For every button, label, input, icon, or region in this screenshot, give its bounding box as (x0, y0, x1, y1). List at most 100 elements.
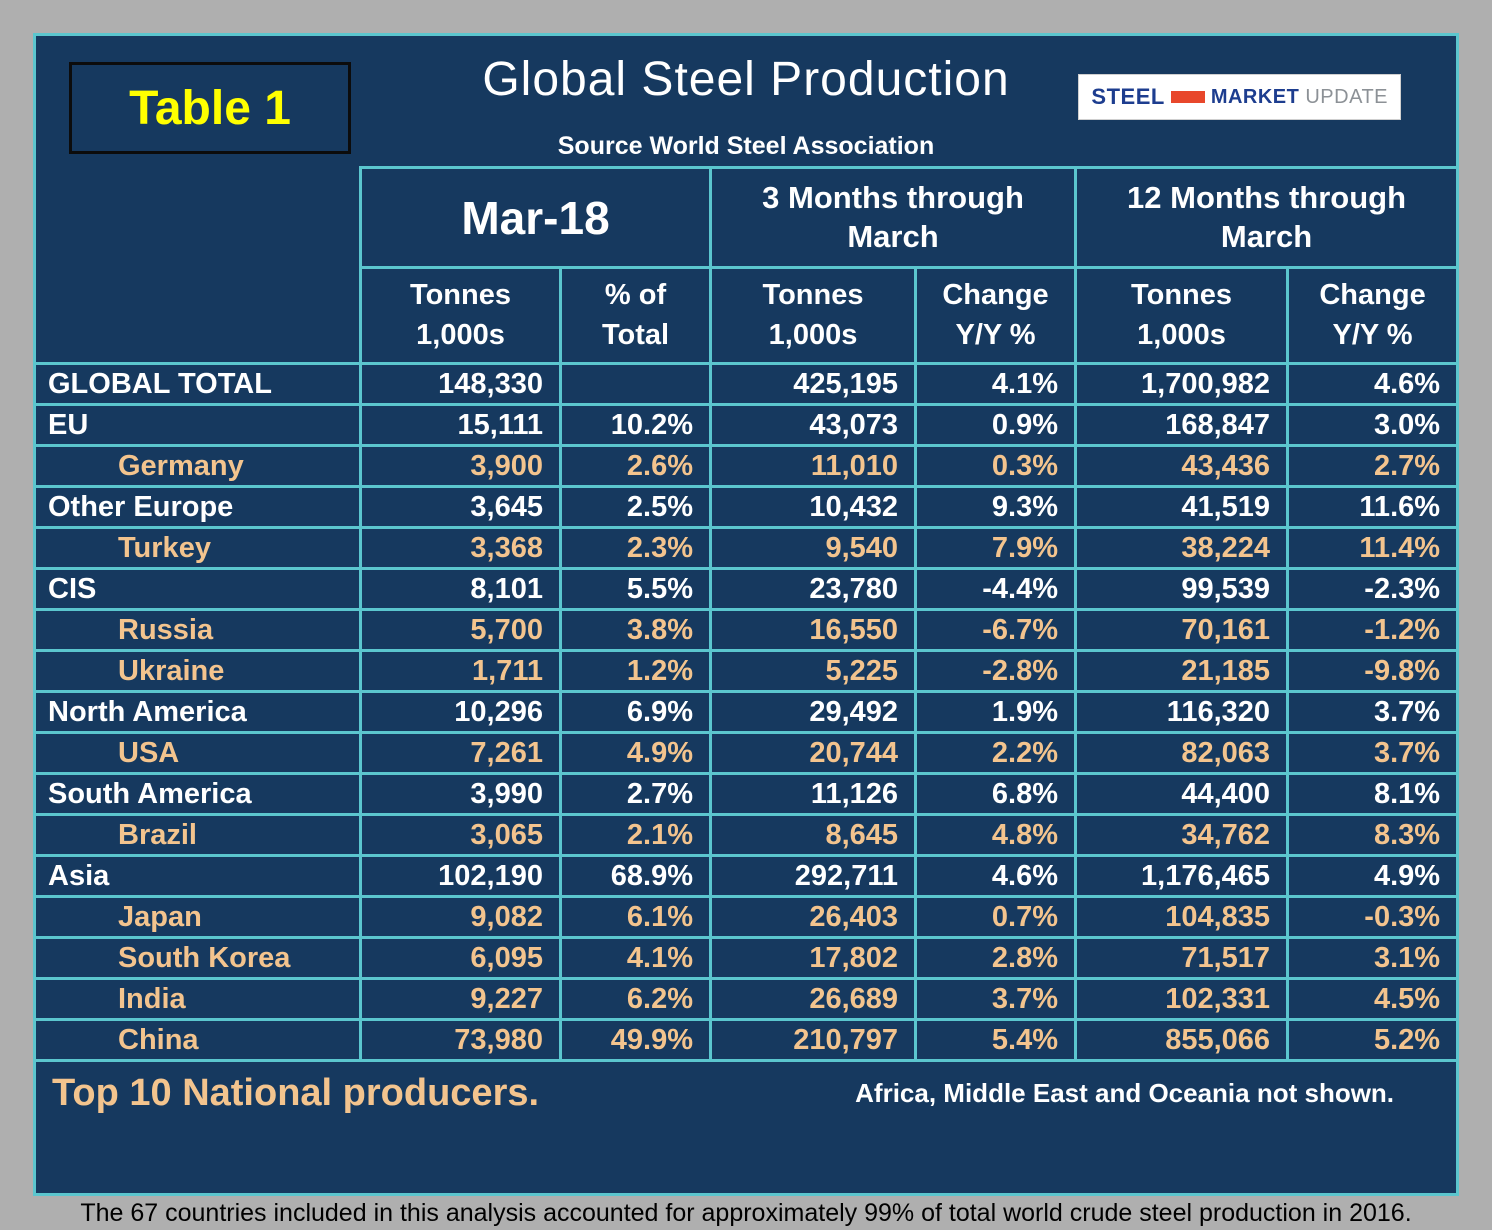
row-cell-change-12m: 11.4% (1286, 526, 1456, 567)
row-cell-tonnes-3m: 17,802 (709, 936, 915, 977)
row-cell-change-3m: 0.7% (914, 895, 1075, 936)
row-cell-pct-total: 6.1% (559, 895, 710, 936)
row-cell-tonnes-3m: 5,225 (709, 649, 915, 690)
row-cell-change-3m: 0.9% (914, 403, 1075, 444)
col-header-tonnes-3m: Tonnes 1,000s (709, 266, 915, 362)
footer-note-left: Top 10 National producers. (52, 1072, 540, 1114)
row-cell-change-12m: 3.7% (1286, 731, 1456, 772)
row-cell-change-12m: 2.7% (1286, 444, 1456, 485)
header-spacer (36, 166, 359, 266)
row-cell-change-3m: 2.2% (914, 731, 1075, 772)
row-cell-pct-total: 2.3% (559, 526, 710, 567)
row-cell-change-3m: 5.4% (914, 1018, 1075, 1059)
table-row: Brazil 3,065 2.1% 8,645 4.8% 34,762 8.3% (36, 813, 1456, 854)
row-cell-tonnes-3m: 11,010 (709, 444, 915, 485)
table-footer-row: Top 10 National producers. Africa, Middl… (36, 1059, 1456, 1125)
row-label: Germany (36, 444, 359, 485)
bottom-caption: The 67 countries included in this analys… (80, 1199, 1412, 1227)
row-cell-pct-total: 68.9% (559, 854, 710, 895)
row-cell-tonnes-3m: 8,645 (709, 813, 915, 854)
row-cell-tonnes-12m: 38,224 (1074, 526, 1287, 567)
row-cell-change-12m: -0.3% (1286, 895, 1456, 936)
row-cell-change-12m: 8.3% (1286, 813, 1456, 854)
row-cell-tonnes-12m: 43,436 (1074, 444, 1287, 485)
logo-orange-bar-icon (1170, 91, 1205, 103)
row-cell-tonnes-mar: 6,095 (359, 936, 559, 977)
row-cell-tonnes-12m: 99,539 (1074, 567, 1287, 608)
col-header-tonnes-mar: Tonnes 1,000s (359, 266, 559, 362)
table-footer-cell: Top 10 National producers. Africa, Middl… (36, 1059, 1456, 1125)
row-cell-tonnes-3m: 23,780 (709, 567, 915, 608)
row-label: South America (36, 772, 359, 813)
row-cell-tonnes-3m: 9,540 (709, 526, 915, 567)
row-cell-change-12m: 3.7% (1286, 690, 1456, 731)
row-cell-pct-total: 6.2% (559, 977, 710, 1018)
row-cell-tonnes-12m: 82,063 (1074, 731, 1287, 772)
table-row: GLOBAL TOTAL 148,330 425,195 4.1% 1,700,… (36, 362, 1456, 403)
row-cell-pct-total: 4.1% (559, 936, 710, 977)
row-cell-tonnes-12m: 168,847 (1074, 403, 1287, 444)
row-cell-tonnes-12m: 855,066 (1074, 1018, 1287, 1059)
row-cell-tonnes-3m: 26,689 (709, 977, 915, 1018)
row-cell-change-12m: 4.6% (1286, 362, 1456, 403)
row-cell-tonnes-mar: 15,111 (359, 403, 559, 444)
row-cell-tonnes-12m: 44,400 (1074, 772, 1287, 813)
row-cell-tonnes-mar: 10,296 (359, 690, 559, 731)
logo-update-text: UPDATE (1305, 85, 1388, 108)
row-cell-change-3m: -2.8% (914, 649, 1075, 690)
table-row: Russia 5,700 3.8% 16,550 -6.7% 70,161 -1… (36, 608, 1456, 649)
row-cell-tonnes-12m: 41,519 (1074, 485, 1287, 526)
row-cell-tonnes-mar: 73,980 (359, 1018, 559, 1059)
row-cell-tonnes-3m: 43,073 (709, 403, 915, 444)
table-row: South Korea 6,095 4.1% 17,802 2.8% 71,51… (36, 936, 1456, 977)
row-cell-pct-total: 10.2% (559, 403, 710, 444)
row-cell-tonnes-12m: 34,762 (1074, 813, 1287, 854)
row-label: Brazil (36, 813, 359, 854)
row-cell-tonnes-mar: 3,900 (359, 444, 559, 485)
table-row: North America 10,296 6.9% 29,492 1.9% 11… (36, 690, 1456, 731)
row-cell-tonnes-3m: 210,797 (709, 1018, 915, 1059)
logo-market-text: MARKET (1210, 85, 1300, 108)
table-row: India 9,227 6.2% 26,689 3.7% 102,331 4.5… (36, 977, 1456, 1018)
row-cell-pct-total: 3.8% (559, 608, 710, 649)
row-cell-tonnes-12m: 102,331 (1074, 977, 1287, 1018)
source-line: Source World Steel Association (557, 132, 935, 160)
table-row: Turkey 3,368 2.3% 9,540 7.9% 38,224 11.4… (36, 526, 1456, 567)
row-cell-change-3m: 0.3% (914, 444, 1075, 485)
row-label: CIS (36, 567, 359, 608)
row-cell-change-3m: 4.6% (914, 854, 1075, 895)
table-row: Other Europe 3,645 2.5% 10,432 9.3% 41,5… (36, 485, 1456, 526)
row-cell-tonnes-mar: 3,065 (359, 813, 559, 854)
row-cell-change-12m: 11.6% (1286, 485, 1456, 526)
row-cell-tonnes-mar: 102,190 (359, 854, 559, 895)
table-row: USA 7,261 4.9% 20,744 2.2% 82,063 3.7% (36, 731, 1456, 772)
col-header-12months: 12 Months through March (1074, 166, 1456, 266)
row-cell-pct-total: 5.5% (559, 567, 710, 608)
row-cell-change-12m: 3.1% (1286, 936, 1456, 977)
row-label: Asia (36, 854, 359, 895)
table-row: South America 3,990 2.7% 11,126 6.8% 44,… (36, 772, 1456, 813)
row-label: China (36, 1018, 359, 1059)
row-label: EU (36, 403, 359, 444)
row-cell-pct-total: 1.2% (559, 649, 710, 690)
row-cell-tonnes-12m: 116,320 (1074, 690, 1287, 731)
row-cell-tonnes-3m: 29,492 (709, 690, 915, 731)
row-cell-change-3m: 6.8% (914, 772, 1075, 813)
row-cell-tonnes-12m: 71,517 (1074, 936, 1287, 977)
sub-header-row: Tonnes 1,000s % of Total Tonnes 1,000s C… (36, 266, 1456, 362)
row-cell-pct-total: 2.6% (559, 444, 710, 485)
table-board: Global Steel Production Table 1 Source W… (33, 33, 1459, 1196)
row-cell-change-3m: 4.8% (914, 813, 1075, 854)
row-cell-tonnes-mar: 148,330 (359, 362, 559, 403)
row-cell-tonnes-mar: 9,082 (359, 895, 559, 936)
row-cell-change-12m: 5.2% (1286, 1018, 1456, 1059)
row-cell-tonnes-12m: 70,161 (1074, 608, 1287, 649)
row-cell-change-12m: -9.8% (1286, 649, 1456, 690)
row-cell-tonnes-3m: 11,126 (709, 772, 915, 813)
table-row: Germany 3,900 2.6% 11,010 0.3% 43,436 2.… (36, 444, 1456, 485)
table-row: Ukraine 1,711 1.2% 5,225 -2.8% 21,185 -9… (36, 649, 1456, 690)
row-cell-pct-total (559, 362, 710, 403)
row-cell-tonnes-12m: 104,835 (1074, 895, 1287, 936)
row-cell-change-12m: 3.0% (1286, 403, 1456, 444)
row-label: GLOBAL TOTAL (36, 362, 359, 403)
